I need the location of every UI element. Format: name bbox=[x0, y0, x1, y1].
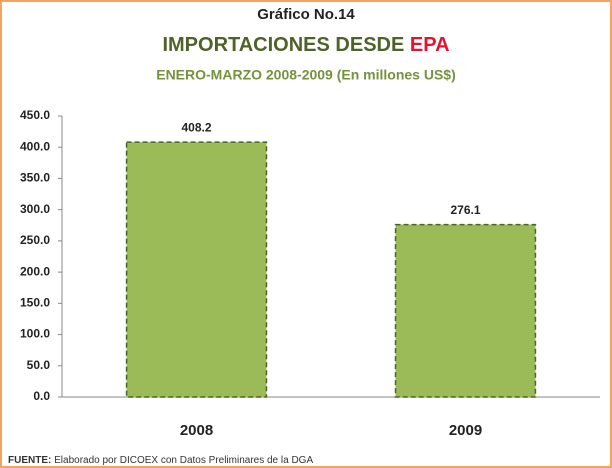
y-tick-label: 200.0 bbox=[20, 264, 50, 278]
bar bbox=[125, 141, 268, 398]
title-text: IMPORTACIONES DESDE bbox=[162, 34, 404, 56]
chart-heading: Gráfico No.14 bbox=[257, 6, 355, 23]
source-label: FUENTE: bbox=[8, 455, 51, 466]
value-label: 276.1 bbox=[450, 203, 480, 217]
x-tick-label: 2009 bbox=[449, 422, 482, 439]
x-tick-label: 2008 bbox=[180, 422, 213, 439]
y-tick-label: 150.0 bbox=[20, 296, 50, 310]
chart-subtitle: ENERO-MARZO 2008-2009 (En millones US$) bbox=[156, 67, 456, 83]
y-tick-label: 400.0 bbox=[20, 139, 50, 153]
y-tick-label: 350.0 bbox=[20, 171, 50, 185]
value-label: 408.2 bbox=[181, 120, 211, 134]
source-text: Elaborado por DICOEX con Datos Prelimina… bbox=[54, 455, 313, 466]
y-tick-label: 100.0 bbox=[20, 327, 50, 341]
y-tick-label: 450.0 bbox=[20, 108, 50, 122]
y-tick-label: 250.0 bbox=[20, 233, 50, 247]
chart-title: IMPORTACIONES DESDE EPA bbox=[162, 34, 449, 56]
y-tick-label: 300.0 bbox=[20, 202, 50, 216]
y-tick-label: 0.0 bbox=[33, 389, 50, 403]
y-tick-label: 50.0 bbox=[27, 358, 51, 372]
title-highlight: EPA bbox=[410, 34, 450, 56]
source: FUENTE: Elaborado por DICOEX con Datos P… bbox=[8, 455, 313, 466]
bar bbox=[394, 223, 537, 398]
